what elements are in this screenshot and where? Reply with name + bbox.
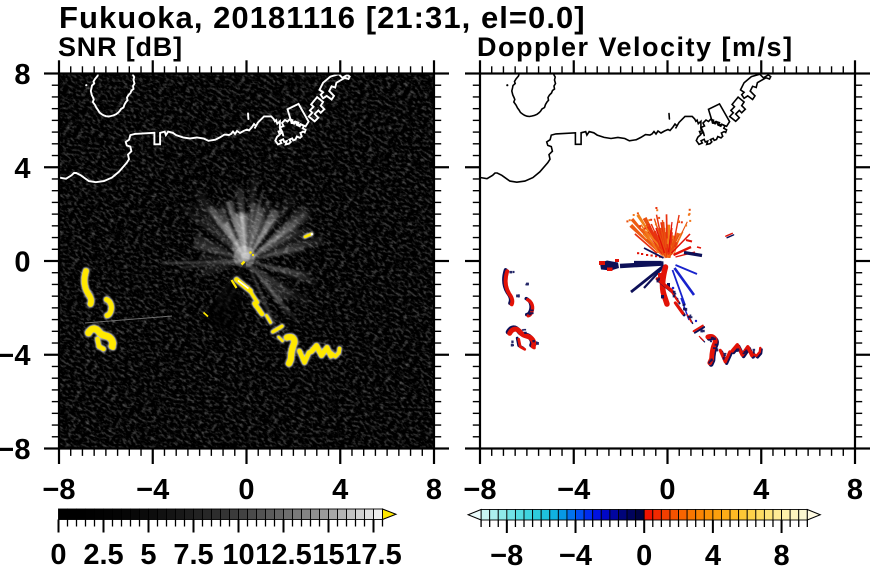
svg-text:5: 5 bbox=[140, 539, 156, 570]
svg-text:−8: −8 bbox=[463, 474, 496, 506]
svg-text:0: 0 bbox=[636, 540, 652, 570]
svg-text:−8: −8 bbox=[490, 540, 523, 570]
svg-text:8: 8 bbox=[847, 474, 863, 506]
svg-text:0: 0 bbox=[14, 247, 30, 279]
svg-text:2.5: 2.5 bbox=[83, 539, 123, 570]
svg-text:0: 0 bbox=[659, 474, 675, 506]
svg-text:10: 10 bbox=[222, 539, 254, 570]
svg-text:7.5: 7.5 bbox=[173, 539, 213, 570]
svg-text:Fukuoka, 20181116 [21:31, el=0: Fukuoka, 20181116 [21:31, el=0.0] bbox=[59, 0, 586, 35]
svg-text:0: 0 bbox=[238, 474, 254, 506]
svg-text:−4: −4 bbox=[136, 474, 169, 506]
svg-text:−8: −8 bbox=[0, 434, 31, 466]
svg-text:12.5: 12.5 bbox=[255, 539, 311, 570]
svg-text:−4: −4 bbox=[559, 540, 592, 570]
svg-text:4: 4 bbox=[332, 474, 348, 506]
svg-text:4: 4 bbox=[705, 540, 721, 570]
svg-text:8: 8 bbox=[14, 59, 30, 91]
svg-text:Doppler Velocity [m/s]: Doppler Velocity [m/s] bbox=[477, 32, 794, 62]
svg-text:−4: −4 bbox=[557, 474, 590, 506]
svg-text:−4: −4 bbox=[0, 340, 31, 372]
svg-text:8: 8 bbox=[774, 540, 790, 570]
svg-text:4: 4 bbox=[14, 153, 30, 185]
svg-text:17.5: 17.5 bbox=[345, 539, 401, 570]
svg-text:4: 4 bbox=[753, 474, 769, 506]
svg-text:0: 0 bbox=[50, 539, 66, 570]
svg-text:8: 8 bbox=[426, 474, 442, 506]
svg-text:15: 15 bbox=[312, 539, 344, 570]
svg-text:−8: −8 bbox=[42, 474, 75, 506]
svg-text:SNR [dB]: SNR [dB] bbox=[58, 32, 183, 62]
